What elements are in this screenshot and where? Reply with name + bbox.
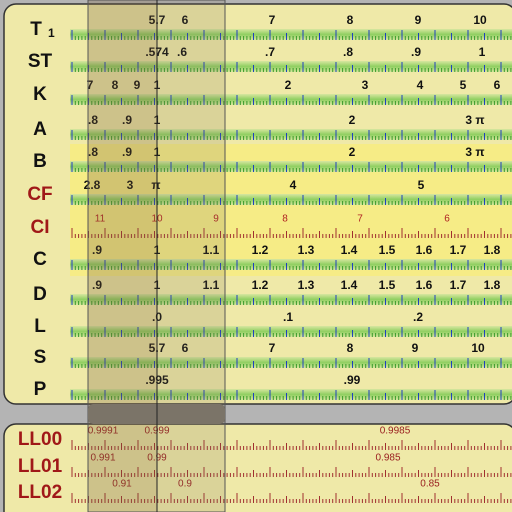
scale-band [70,94,512,105]
scale-label: 3 [127,178,134,192]
scale-label: 3 π [465,113,484,127]
scale-label: .2 [413,310,423,324]
scale-label: 1.7 [450,278,467,292]
scale-label: 9 [415,13,422,27]
scale-label: 6 [444,214,450,225]
scale-label: .9 [92,243,102,257]
scale-label: 8 [347,13,354,27]
cursor-right[interactable] [156,0,226,512]
scale-label: 1.3 [298,278,315,292]
scale-label: 1.4 [341,278,358,292]
scale-name: D [33,284,47,305]
scale-label: 8 [347,341,354,355]
scale-label: 1 [479,45,486,59]
scale-label: .1 [283,310,293,324]
scale-label: 8 [282,214,288,225]
scale-label: 0.991 [90,453,115,464]
scale-label: 6 [494,78,501,92]
scale-label: 7 [357,214,363,225]
scale-band [70,161,512,172]
scale-label: .9 [92,278,102,292]
scale-label: 4 [417,78,424,92]
scale-label: 6 [182,13,189,27]
scale-label: .6 [177,45,187,59]
scale-label: 9 [412,341,419,355]
scale-label: .9 [122,113,132,127]
scale-name: P [34,379,47,400]
scale-label: 1.3 [298,243,315,257]
scale-label: 0.9985 [380,426,411,437]
scale-label: 1.1 [203,243,220,257]
scale-label: 10 [473,13,487,27]
scale-label: 0.9991 [88,426,119,437]
scale-label: 6 [182,341,189,355]
scale-label: 2 [349,145,356,159]
cursor-left[interactable] [87,0,158,512]
scale-label: 1.4 [341,243,358,257]
scale-label: 3 π [465,145,484,159]
scale-name: L [34,316,46,337]
scale-label: 1.6 [416,243,433,257]
scale-name: T [30,19,42,40]
scale-name: LL00 [18,429,62,450]
scale-label: 1.1 [203,278,220,292]
scale-label: 1.5 [379,243,396,257]
scale-label: 0.85 [420,479,440,490]
scale-label: 0.9 [178,479,192,490]
scale-label: 1.5 [379,278,396,292]
scale-name: LL02 [18,482,62,503]
scale-label: 2 [285,78,292,92]
scale-label: 4 [290,178,297,192]
scale-label: 7 [87,78,94,92]
scale-label: 1.8 [484,278,501,292]
scale-name: ST [28,51,53,72]
scale-label: .8 [88,145,98,159]
scale-label: 9 [134,78,141,92]
scale-band [70,259,512,270]
scale-label: .9 [411,45,421,59]
scale-band [70,194,512,205]
scale-label: 1.2 [252,278,269,292]
scale-label: 1.2 [252,243,269,257]
scale-label: .7 [265,45,275,59]
scale-label: 0.91 [112,479,132,490]
scale-name: CF [27,184,52,205]
scale-name: C [33,249,47,270]
scale-band [70,29,512,40]
scale-band [70,389,512,400]
scale-name: K [33,84,47,105]
scale-label: 1.7 [450,243,467,257]
scale-name: S [34,347,47,368]
scale-label: 1.6 [416,278,433,292]
scale-name: LL01 [18,456,63,477]
scale-label: .99 [344,373,361,387]
scale-name: A [33,119,47,140]
scale-label: π [151,178,160,192]
scale-name-sub: 1 [48,26,55,40]
scale-band [70,357,512,368]
scale-label: 7 [269,13,276,27]
scale-band [70,326,512,337]
scale-label: 8 [112,78,119,92]
scale-name: B [33,151,47,172]
scale-label: 7 [269,341,276,355]
scale-label: .8 [343,45,353,59]
scale-label: 0.985 [375,453,400,464]
scale-label: 5 [460,78,467,92]
scale-band [70,61,512,72]
scale-label: 2 [349,113,356,127]
stator-bottom [3,423,512,512]
scale-band [70,294,512,305]
scale-label: 5 [418,178,425,192]
scale-label: 11 [95,214,106,225]
scale-label: .9 [122,145,132,159]
scale-label: .8 [88,113,98,127]
scale-band [70,129,512,140]
scale-label: 3 [362,78,369,92]
scale-label: 9 [213,214,219,225]
scale-label: 10 [471,341,485,355]
scale-name: CI [31,217,50,238]
scale-label: 1.8 [484,243,501,257]
